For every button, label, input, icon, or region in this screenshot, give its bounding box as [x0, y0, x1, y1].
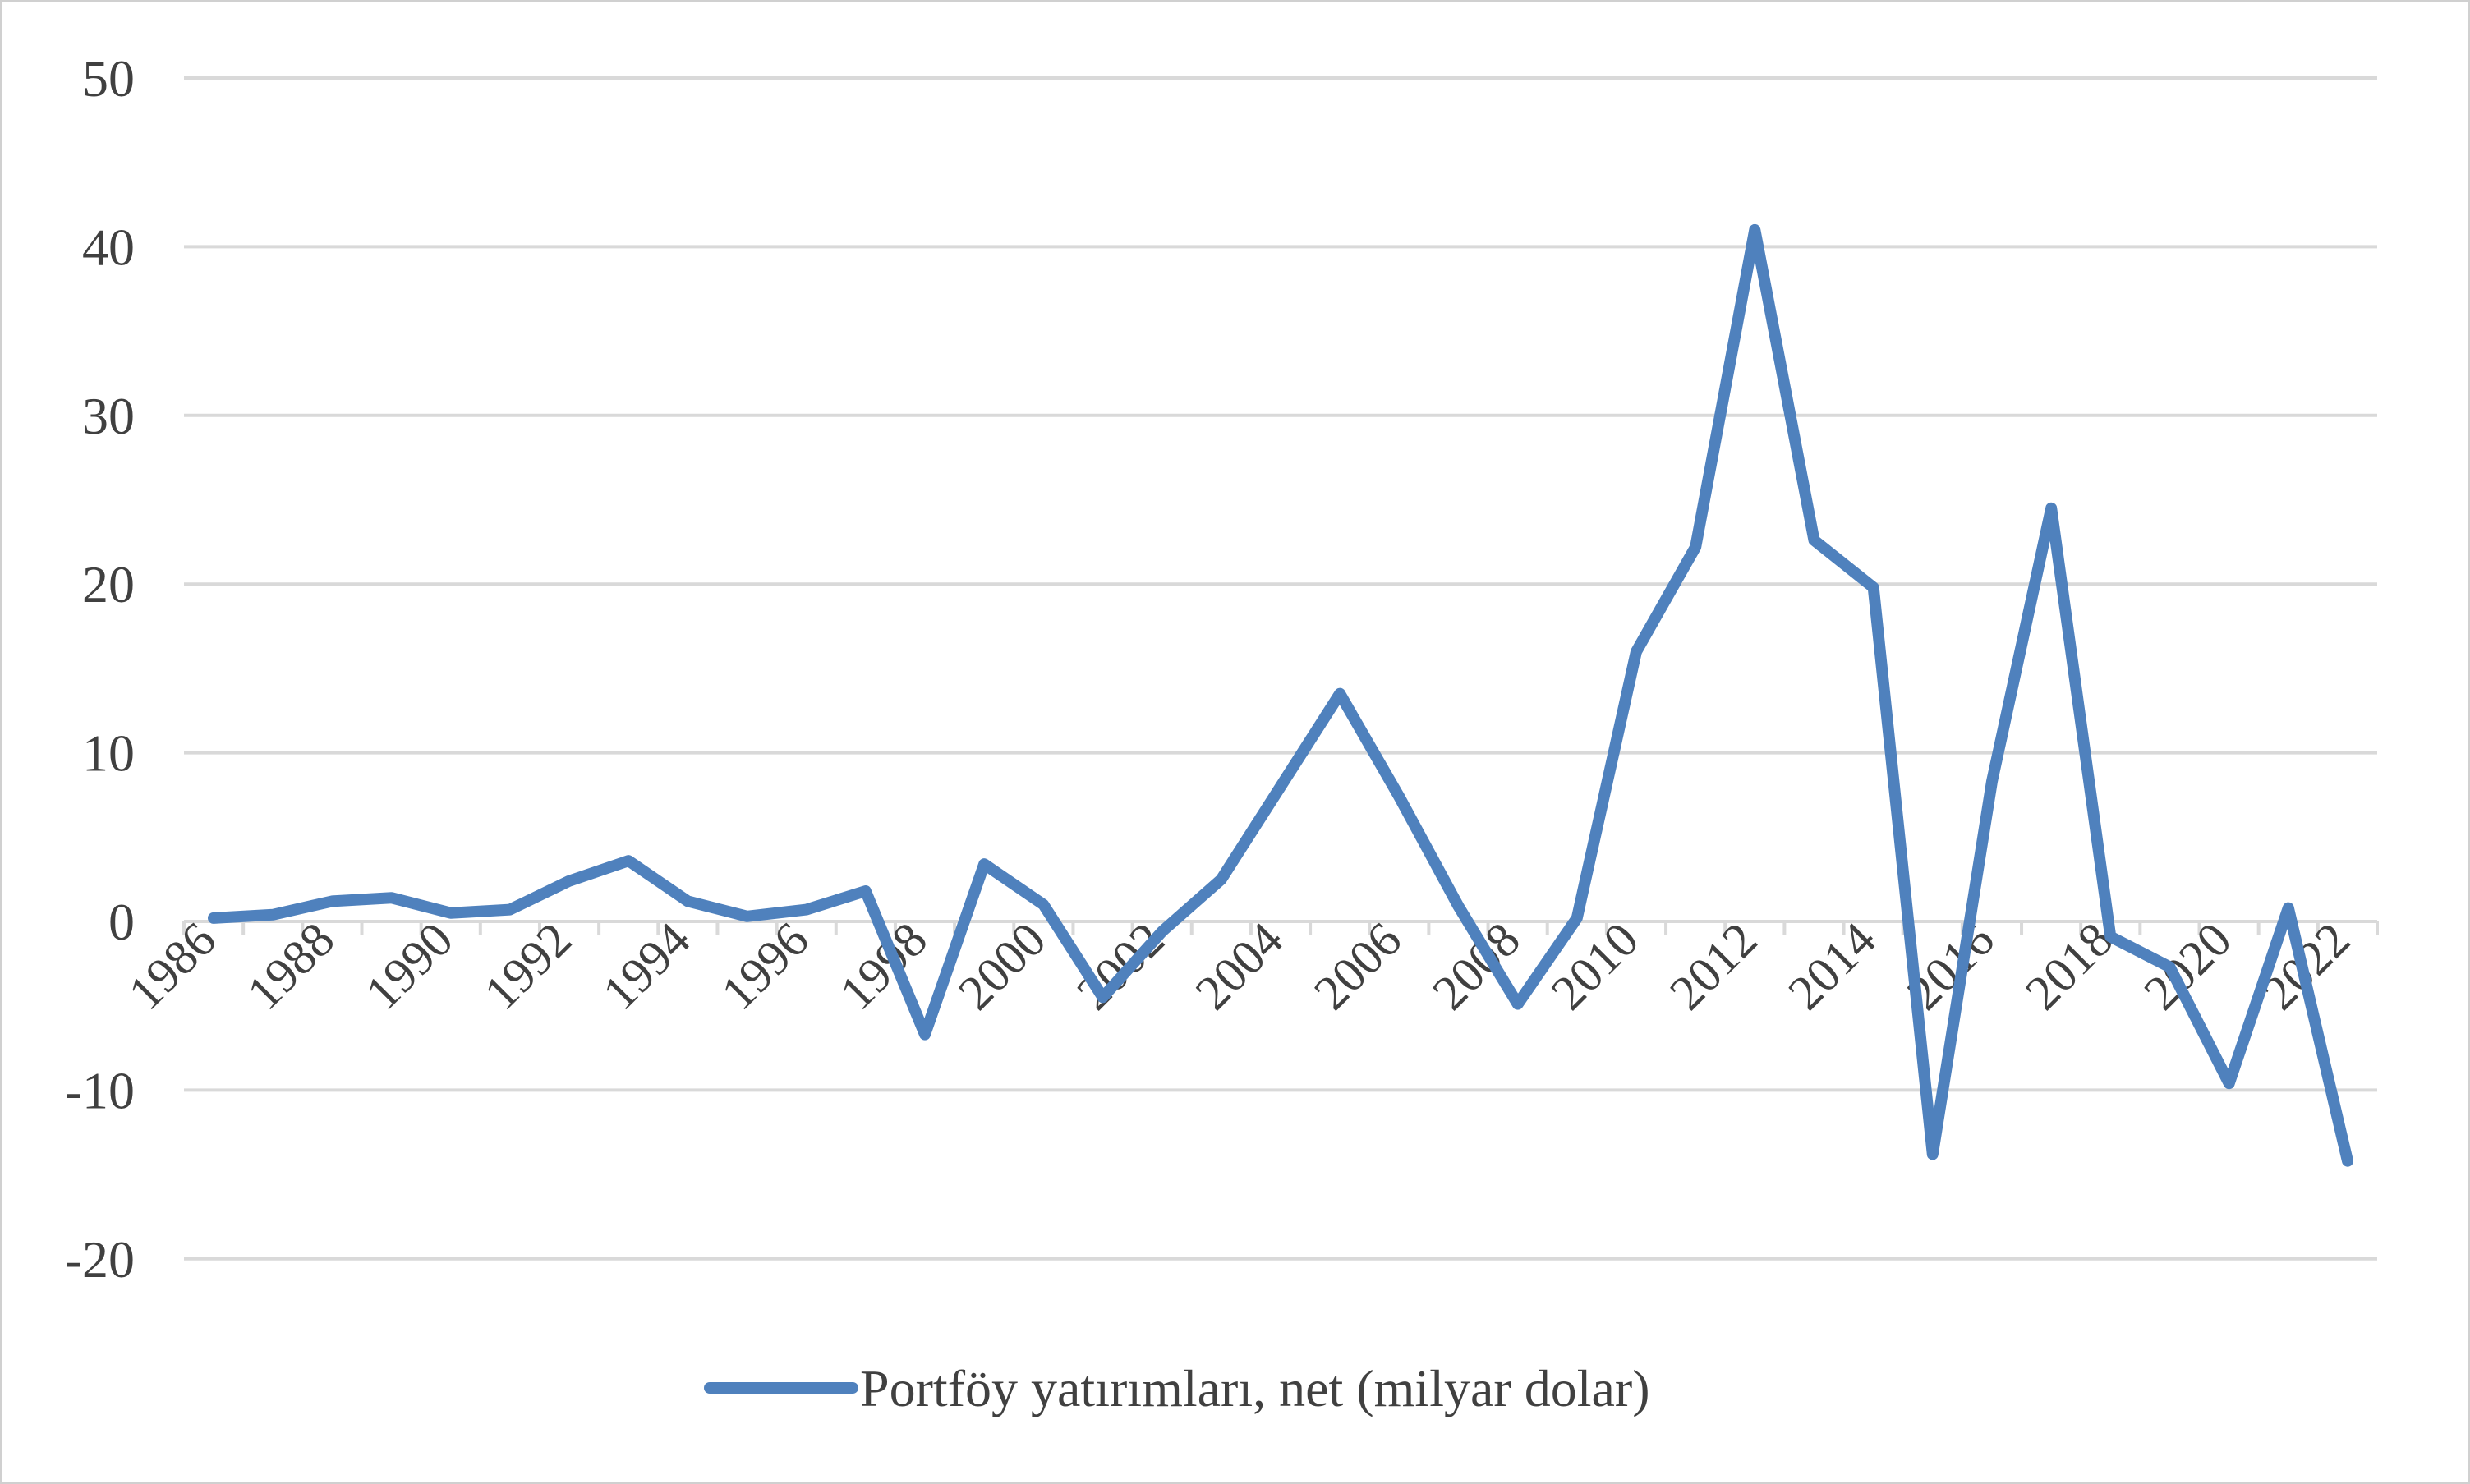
- x-tick-label: 2014: [1778, 912, 1886, 1021]
- x-tick-label: 1994: [592, 912, 701, 1021]
- legend: Portföy yatırımları, net (milyar dolar): [704, 1359, 1650, 1417]
- x-tick-label: 2012: [1659, 912, 1768, 1021]
- y-tick-label: 0: [108, 893, 135, 951]
- x-tick-label: 2006: [1304, 912, 1412, 1021]
- x-tick-label: 2004: [1185, 912, 1294, 1021]
- series-line: [208, 223, 2353, 1167]
- gridlines: [184, 76, 2377, 1261]
- series-layer: [208, 223, 2353, 1167]
- y-tick-label: 30: [82, 387, 135, 445]
- y-tick-label: 10: [82, 724, 135, 783]
- x-tick-label: 1992: [474, 912, 582, 1021]
- y-tick-label: 20: [82, 555, 135, 613]
- y-tick-label: 50: [82, 49, 135, 108]
- x-axis-tick-labels: 1986 1988 1990 1992 1994 1996 1998 2000 2002 2004…: [118, 912, 2361, 1021]
- y-tick-label: -20: [65, 1230, 135, 1289]
- x-tick-label: 1988: [237, 912, 345, 1021]
- y-tick-label: -10: [65, 1061, 135, 1119]
- x-tick-label: 2010: [1541, 912, 1649, 1021]
- x-axis: [182, 920, 2379, 935]
- y-tick-label: 40: [82, 218, 135, 276]
- x-tick-label: 1996: [711, 912, 819, 1021]
- legend-label: Portföy yatırımları, net (milyar dolar): [860, 1359, 1650, 1417]
- y-axis-tick-labels: 50 40 30 20 10 0 -10 -20: [65, 49, 135, 1289]
- x-tick-label: 1990: [355, 912, 463, 1021]
